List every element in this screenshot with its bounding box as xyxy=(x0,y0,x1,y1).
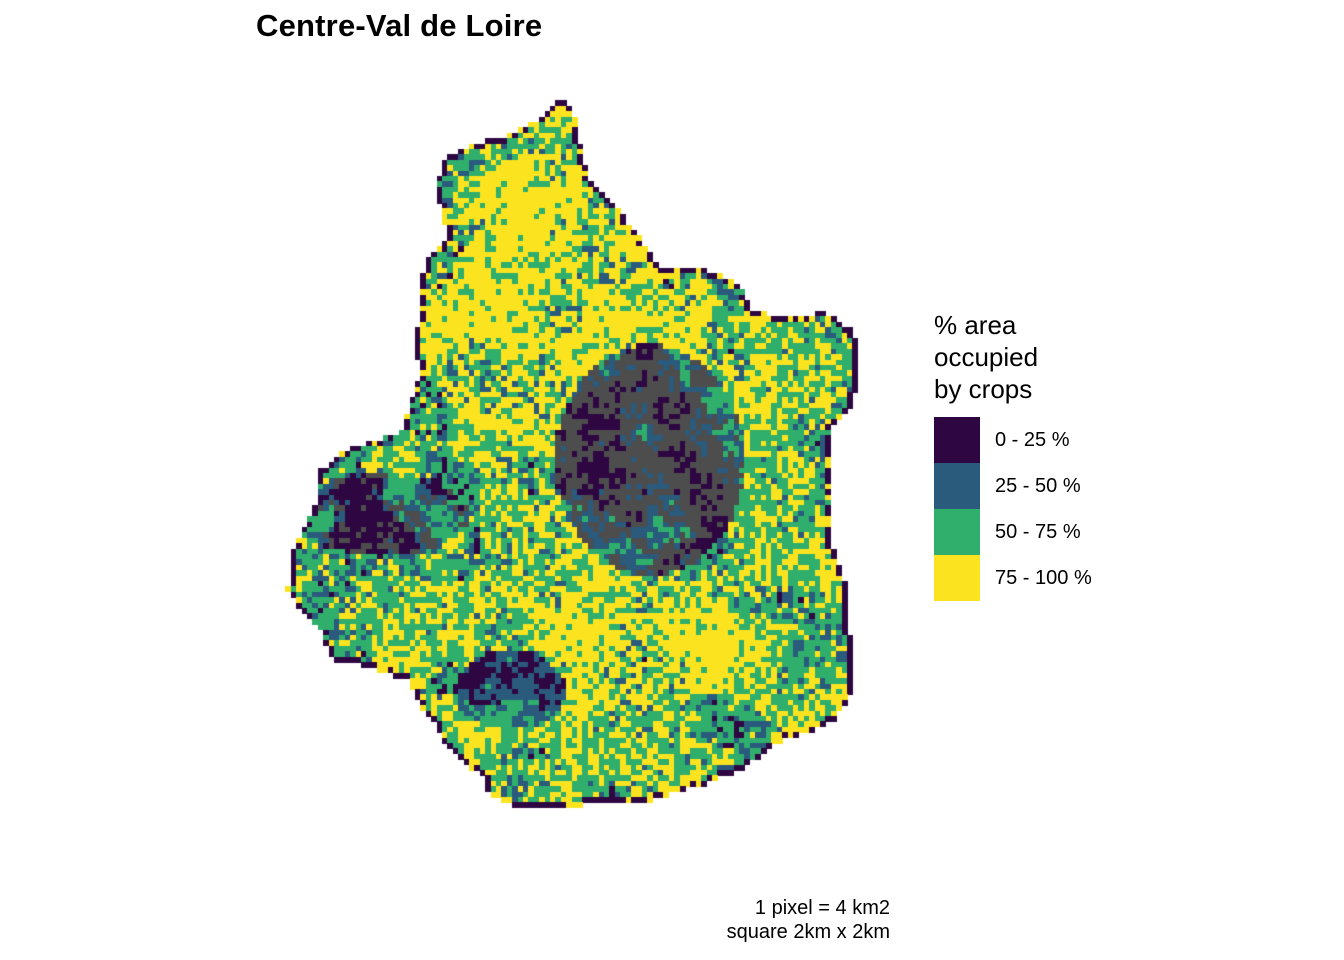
caption-line: 1 pixel = 4 km2 xyxy=(754,897,890,919)
legend-item: 50 - 75 % xyxy=(934,509,1194,555)
scale-caption: 1 pixel = 4 km2 square 2km x 2km xyxy=(727,896,890,944)
legend: % area occupied by crops 0 - 25 % 25 - 5… xyxy=(934,309,1194,601)
legend-swatch xyxy=(934,509,980,555)
legend-swatch xyxy=(934,417,980,463)
legend-item: 75 - 100 % xyxy=(934,555,1194,601)
legend-label: 75 - 100 % xyxy=(995,566,1092,589)
legend-label: 0 - 25 % xyxy=(995,428,1070,451)
legend-label: 50 - 75 % xyxy=(995,520,1081,543)
legend-item: 25 - 50 % xyxy=(934,463,1194,509)
legend-label: 25 - 50 % xyxy=(995,474,1081,497)
caption-line: square 2km x 2km xyxy=(726,921,890,943)
legend-item: 0 - 25 % xyxy=(934,417,1194,463)
legend-swatch xyxy=(934,463,980,509)
legend-title: % area occupied by crops xyxy=(934,310,1039,404)
legend-swatch xyxy=(934,555,980,601)
